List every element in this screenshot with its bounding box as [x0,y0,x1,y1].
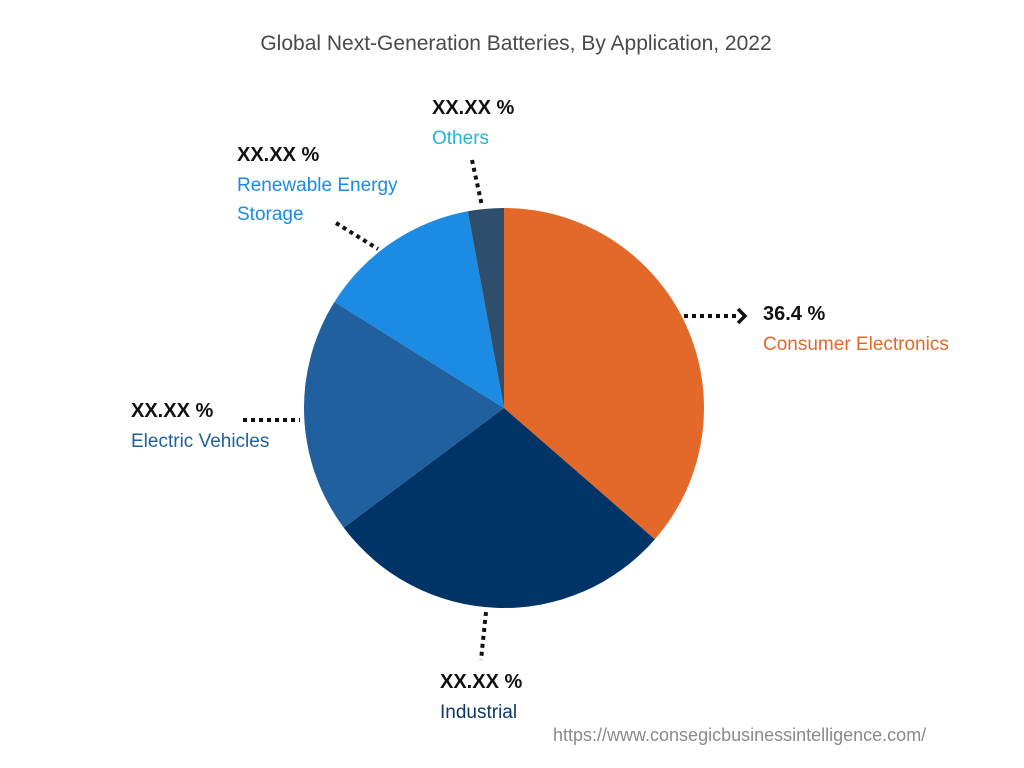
label-consumer-electronics: 36.4 % Consumer Electronics [763,303,949,359]
category-renewable-line2: Storage [237,204,304,225]
label-electric-vehicles: XX.XX % Electric Vehicles [131,400,269,456]
category-consumer-electronics: Consumer Electronics [763,334,949,355]
leader-others [470,159,484,207]
category-electric-vehicles: Electric Vehicles [131,431,270,452]
chart-title: Global Next-Generation Batteries, By App… [260,32,772,55]
pie-slice-industrial [343,408,655,608]
value-others: XX.XX % [432,97,515,119]
pie-slice-consumer-electronics [504,208,705,540]
value-consumer-electronics: 36.4 % [763,303,826,325]
label-others: XX.XX % Others [432,97,514,153]
category-industrial: Industrial [440,702,518,723]
arrow-icon [736,307,748,325]
pie-slice-others [467,208,504,408]
leader-industrial [479,611,488,661]
leader-renewable [334,221,380,251]
source-url: https://www.consegicbusinessintelligence… [553,725,927,745]
value-electric-vehicles: XX.XX % [131,400,214,422]
pie-slice-renewable-energy-storage [334,211,504,408]
pie-slices [304,208,705,608]
pie-slice-electric-vehicles [304,301,504,528]
leader-lines [243,159,748,661]
value-renewable-energy-storage: XX.XX % [237,144,320,166]
label-renewable-energy-storage: XX.XX % Renewable Energy Storage [237,144,398,229]
value-industrial: XX.XX % [440,671,523,693]
category-renewable-line1: Renewable Energy [237,175,398,196]
label-industrial: XX.XX % Industrial [440,671,522,727]
category-others: Others [432,128,490,149]
